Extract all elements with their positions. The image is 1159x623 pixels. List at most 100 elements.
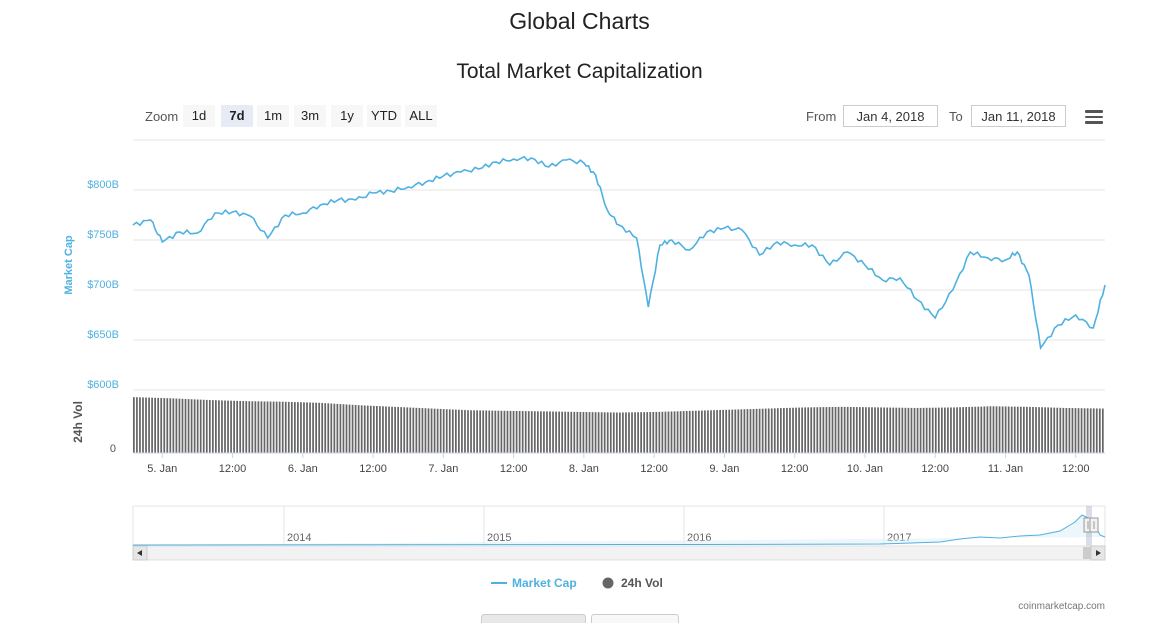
volume-bar — [278, 401, 281, 453]
from-date-input[interactable] — [843, 105, 938, 127]
x-tick-label: 12:00 — [219, 463, 247, 475]
volume-bar — [236, 400, 239, 453]
volume-bar — [725, 409, 728, 453]
volume-bar — [910, 407, 913, 453]
volume-bar — [363, 405, 366, 453]
volume-bar — [1038, 407, 1040, 453]
volume-bar — [348, 404, 351, 453]
volume-bars — [133, 397, 1104, 453]
navigator-scrollbar[interactable] — [132, 545, 1106, 561]
volume-bar — [1101, 408, 1104, 453]
volume-bar — [327, 403, 330, 453]
volume-bar — [843, 406, 846, 453]
navigator-year-2014: 2014 — [287, 532, 311, 544]
volume-bar — [1041, 407, 1043, 453]
zoom-7d-button[interactable]: 7d — [221, 105, 253, 127]
volume-bar — [779, 408, 782, 453]
volume-bar — [543, 411, 545, 453]
volume-bar — [588, 412, 591, 453]
volume-bar — [233, 400, 235, 453]
volume-bar — [904, 407, 907, 453]
volume-bar — [211, 400, 214, 453]
bottom-tab-button-2[interactable] — [591, 614, 679, 623]
zoom-label: Zoom — [145, 109, 179, 124]
legend-symbol-volume — [602, 577, 614, 589]
zoom-3m-button[interactable]: 3m — [294, 105, 326, 127]
volume-bar — [1098, 408, 1101, 453]
volume-bar — [506, 410, 509, 453]
scrollbar-thumb[interactable] — [1083, 547, 1091, 559]
zoom-1y-button[interactable]: 1y — [331, 105, 363, 127]
volume-bar — [603, 412, 606, 453]
volume-bar — [1047, 407, 1050, 453]
volume-bar — [227, 400, 229, 453]
volume-bar — [345, 404, 348, 453]
volume-bar — [625, 412, 627, 453]
volume-bar — [880, 407, 882, 453]
volume-bar — [889, 407, 892, 453]
volume-bar — [448, 409, 451, 453]
volume-bar — [688, 410, 691, 453]
volume-bar — [1068, 408, 1071, 453]
volume-bar — [527, 411, 530, 453]
volume-bar — [303, 402, 305, 453]
credit-link[interactable]: coinmarketcap.com — [1018, 601, 1105, 612]
volume-bar — [1062, 407, 1065, 453]
x-tick-label: 12:00 — [500, 463, 528, 475]
x-tick-label: 6. Jan — [288, 463, 318, 475]
volume-bar — [819, 407, 822, 453]
x-tick-label: 10. Jan — [847, 463, 883, 475]
volume-bar — [1022, 406, 1025, 453]
volume-bar — [798, 407, 800, 453]
volume-bar — [682, 411, 685, 453]
volume-bar — [1029, 406, 1031, 453]
volume-bar — [266, 401, 269, 453]
x-tick-label: 12:00 — [921, 463, 949, 475]
volume-bar — [336, 403, 339, 453]
zoom-1d-button[interactable]: 1d — [183, 105, 215, 127]
to-date-input[interactable] — [971, 105, 1066, 127]
bottom-tab-button-1[interactable] — [481, 614, 586, 623]
volume-bar — [436, 408, 439, 453]
volume-bar — [409, 407, 412, 453]
volume-zero-tick: 0 — [110, 443, 116, 455]
volume-bar — [737, 409, 740, 453]
volume-bar — [433, 408, 436, 453]
volume-bar — [218, 400, 220, 453]
volume-bar — [989, 406, 992, 453]
volume-bar — [701, 410, 703, 453]
volume-bar — [971, 406, 974, 453]
volume-bar — [582, 412, 585, 453]
volume-bar — [922, 407, 925, 453]
volume-bar — [181, 398, 184, 453]
volume-bar — [649, 412, 652, 453]
volume-bar — [925, 407, 928, 453]
volume-bar — [1001, 406, 1004, 453]
volume-bar — [795, 407, 797, 453]
volume-bar — [901, 407, 904, 453]
zoom-1m-button[interactable]: 1m — [257, 105, 289, 127]
zoom-ytd-button[interactable]: YTD — [367, 105, 401, 127]
legend-item-market-cap[interactable]: Market Cap — [491, 576, 577, 590]
volume-bar — [752, 408, 755, 453]
volume-bar — [178, 398, 181, 453]
volume-bar — [661, 411, 664, 453]
volume-bar — [585, 412, 588, 453]
volume-bar — [968, 406, 971, 453]
legend-item-24h-vol[interactable]: 24h Vol — [602, 576, 663, 590]
navigator[interactable]: 2014 2015 2016 2017 — [132, 505, 1106, 547]
volume-bar — [369, 405, 372, 453]
volume-bar — [931, 407, 934, 453]
volume-bar — [175, 398, 178, 453]
volume-bar — [239, 400, 242, 453]
hamburger-menu-icon[interactable] — [1084, 107, 1104, 125]
volume-bar — [697, 410, 700, 453]
y-tick-label: $800B — [87, 179, 119, 191]
volume-bar — [145, 397, 147, 453]
volume-bar — [804, 407, 807, 453]
volume-bar — [163, 398, 166, 453]
volume-bar — [406, 407, 409, 453]
volume-bar — [895, 407, 898, 453]
zoom-all-button[interactable]: ALL — [405, 105, 437, 127]
